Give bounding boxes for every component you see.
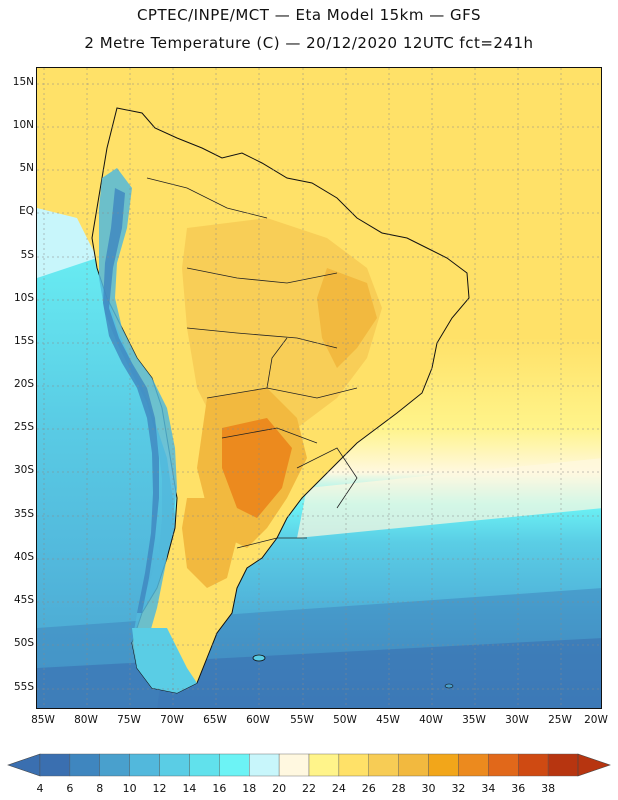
lon-label: 60W	[246, 714, 270, 726]
colorbar-tick-label: 34	[481, 782, 496, 795]
map-canvas	[37, 68, 601, 708]
colorbar-low-arrow	[7, 753, 41, 777]
lat-label: 50S	[13, 637, 34, 649]
colorbar-tick-label: 32	[451, 782, 466, 795]
lon-label: 50W	[333, 714, 357, 726]
colorbar-cell	[249, 753, 280, 777]
colorbar-cell	[278, 753, 310, 777]
lon-label: 75W	[117, 714, 141, 726]
lat-label: 10S	[13, 292, 34, 304]
pacific-coastal-band	[37, 208, 97, 278]
colorbar-cell	[458, 753, 489, 777]
andes-cold-strip	[99, 168, 177, 668]
lat-label: 55S	[13, 681, 34, 693]
lat-label: 45S	[13, 594, 34, 606]
lon-label: 20W	[584, 714, 608, 726]
lon-label: 80W	[74, 714, 98, 726]
lat-label: EQ	[19, 205, 34, 217]
colorbar-cell	[428, 753, 459, 777]
lon-label: 30W	[505, 714, 529, 726]
lat-label: 20S	[13, 378, 34, 390]
temperature-map	[36, 67, 602, 709]
colorbar-cell	[99, 753, 130, 777]
lon-label: 35W	[462, 714, 486, 726]
colorbar-tick-label: 12	[152, 782, 167, 795]
lat-label: 35S	[13, 508, 34, 520]
ocean-band	[297, 458, 601, 538]
colorbar-tick-label: 24	[331, 782, 346, 795]
colorbar-cell	[219, 753, 250, 777]
colorbar-cell	[547, 753, 579, 777]
colorbar-tick-label: 4	[36, 782, 44, 795]
colorbar-cell	[308, 753, 340, 777]
colorbar-cell	[488, 753, 519, 777]
hot-zone-patagonia-north	[182, 498, 237, 588]
colorbar-tick-label: 22	[302, 782, 316, 795]
colorbar-tick-label: 10	[122, 782, 137, 795]
lon-label: 70W	[160, 714, 184, 726]
colorbar-tick-label: 18	[242, 782, 257, 795]
pacific-ocean	[37, 218, 177, 708]
patagonia-tip-cold	[132, 628, 197, 693]
lat-label: 5S	[20, 249, 34, 261]
lon-label: 40W	[419, 714, 443, 726]
lon-label: 85W	[31, 714, 55, 726]
colorbar-cell	[129, 753, 160, 777]
lat-label: 30S	[13, 464, 34, 476]
lat-label: 25S	[13, 421, 34, 433]
colorbar-cell	[39, 753, 71, 777]
colorbar-tick-label: 14	[182, 782, 197, 795]
lat-label: 15S	[13, 335, 34, 347]
colorbar-cell	[518, 753, 549, 777]
lat-label: 15N	[12, 76, 34, 88]
colorbar-tick-label: 30	[421, 782, 436, 795]
lon-label: 55W	[290, 714, 314, 726]
colorbar-cell	[338, 753, 369, 777]
colorbar-tick-label: 28	[391, 782, 406, 795]
colorbar-tick-label: 6	[66, 782, 74, 795]
colorbar-cell	[69, 753, 100, 777]
colorbar-tick-label: 20	[272, 782, 287, 795]
lat-label: 40S	[13, 551, 34, 563]
lat-label: 5N	[19, 162, 34, 174]
colorbar-cell	[398, 753, 429, 777]
colorbar-tick-label: 36	[511, 782, 526, 795]
south-georgia	[444, 683, 454, 689]
hottest-zone-chaco	[222, 418, 292, 518]
colorbar-tick-label: 8	[96, 782, 104, 795]
lat-label: 10N	[12, 119, 34, 131]
colorbar-cell	[368, 753, 399, 777]
colorbar-cell	[159, 753, 190, 777]
lon-label: 25W	[548, 714, 572, 726]
lon-label: 65W	[203, 714, 227, 726]
graticule	[37, 68, 601, 708]
colorbar-tick-label: 26	[361, 782, 376, 795]
map-title-line-1: CPTEC/INPE/MCT — Eta Model 15km — GFS	[136, 6, 482, 24]
falkland-islands	[252, 654, 266, 662]
temperature-colorbar	[7, 753, 611, 777]
colorbar-tick-label: 38	[541, 782, 556, 795]
map-title-line-2: 2 Metre Temperature (C) — 20/12/2020 12U…	[84, 34, 534, 52]
andes-coldest-core	[103, 188, 159, 613]
lon-label: 45W	[376, 714, 400, 726]
colorbar-cell	[189, 753, 220, 777]
colorbar-tick-label: 16	[212, 782, 227, 795]
colorbar-high-arrow	[577, 753, 611, 777]
